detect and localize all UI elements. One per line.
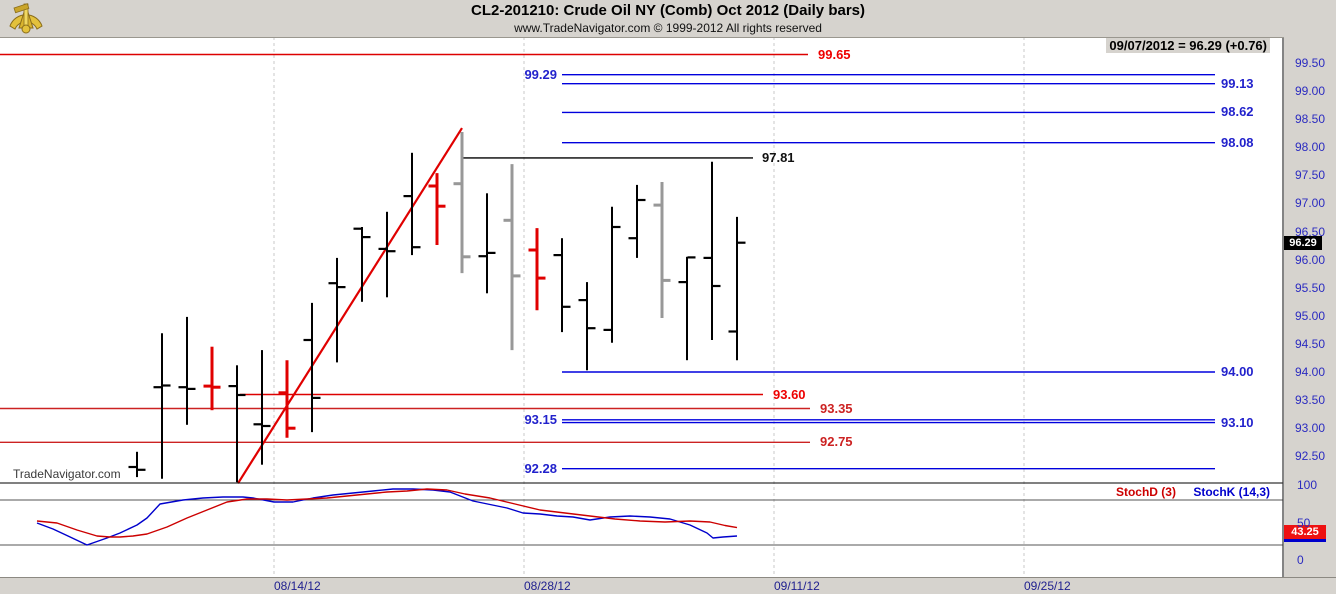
date-label-09/25/12: 09/25/12 xyxy=(1024,579,1071,593)
price-axis-label-96.50: 96.50 xyxy=(1295,224,1326,239)
level-label-93.10: 93.10 xyxy=(1221,414,1254,430)
date-label-08/14/12: 08/14/12 xyxy=(274,579,321,593)
level-label-93.15: 93.15 xyxy=(524,411,557,427)
price-axis-label-94.50: 94.50 xyxy=(1295,336,1326,351)
level-label-93.35: 93.35 xyxy=(820,400,853,416)
current-stoch-marker: 43.25 xyxy=(1284,525,1326,542)
level-label-93.60: 93.60 xyxy=(773,386,806,402)
stoch-axis-label-50: 50 xyxy=(1297,515,1311,530)
level-label-92.28: 92.28 xyxy=(524,460,557,476)
level-label-98.08: 98.08 xyxy=(1221,134,1254,150)
level-label-99.13: 99.13 xyxy=(1221,75,1254,91)
date-label-08/28/12: 08/28/12 xyxy=(524,579,571,593)
current-price-marker: 96.29 xyxy=(1284,236,1322,250)
price-axis-label-95.50: 95.50 xyxy=(1295,280,1326,295)
price-axis-label-99.50: 99.50 xyxy=(1295,55,1326,70)
date-label-09/11/12: 09/11/12 xyxy=(774,579,820,593)
price-axis-label-96.00: 96.00 xyxy=(1295,252,1326,267)
price-axis-label-93.50: 93.50 xyxy=(1295,393,1326,408)
stoch-legend: StochD (3) StochK (14,3) xyxy=(1100,485,1270,499)
level-label-99.65: 99.65 xyxy=(818,46,851,62)
price-axis-label-98.00: 98.00 xyxy=(1295,140,1326,155)
watermark-text: TradeNavigator.com xyxy=(13,467,121,481)
level-label-99.29: 99.29 xyxy=(524,66,557,82)
last-bar-readout: 09/07/2012 = 96.29 (+0.76) xyxy=(1106,38,1270,53)
price-axis-label-95.00: 95.00 xyxy=(1295,308,1326,323)
level-label-98.62: 98.62 xyxy=(1221,104,1254,120)
price-axis-label-98.50: 98.50 xyxy=(1295,112,1326,127)
trade-navigator-logo-icon[interactable] xyxy=(6,2,46,40)
chart-subtitle: www.TradeNavigator.com © 1999-2012 All r… xyxy=(514,21,822,35)
price-axis-label-93.00: 93.00 xyxy=(1295,421,1326,436)
date-axis[interactable] xyxy=(0,577,1336,594)
stoch-curve-d xyxy=(36,488,738,538)
price-axis-label-97.00: 97.00 xyxy=(1295,196,1326,211)
stoch-k-legend-label[interactable]: StochK (14,3) xyxy=(1193,485,1270,499)
price-axis-label-94.00: 94.00 xyxy=(1295,365,1326,379)
stoch-curve-k xyxy=(36,488,738,546)
stoch-axis-label-100: 100 xyxy=(1297,478,1318,492)
stoch-axis-label-0: 0 xyxy=(1297,553,1304,567)
level-label-92.75: 92.75 xyxy=(820,434,853,450)
trendline xyxy=(237,127,463,484)
level-label-94.00: 94.00 xyxy=(1221,364,1254,379)
price-axis-label-99.00: 99.00 xyxy=(1295,84,1326,98)
level-label-97.81: 97.81 xyxy=(762,149,795,165)
price-axis-label-97.50: 97.50 xyxy=(1295,168,1326,183)
chart-header: CL2-201210: Crude Oil NY (Comb) Oct 2012… xyxy=(0,0,1336,38)
chart-title: CL2-201210: Crude Oil NY (Comb) Oct 2012… xyxy=(470,2,865,19)
price-axis-label-92.50: 92.50 xyxy=(1295,449,1326,464)
stoch-d-legend-label[interactable]: StochD (3) xyxy=(1115,485,1176,499)
price-axis[interactable] xyxy=(1284,37,1336,577)
